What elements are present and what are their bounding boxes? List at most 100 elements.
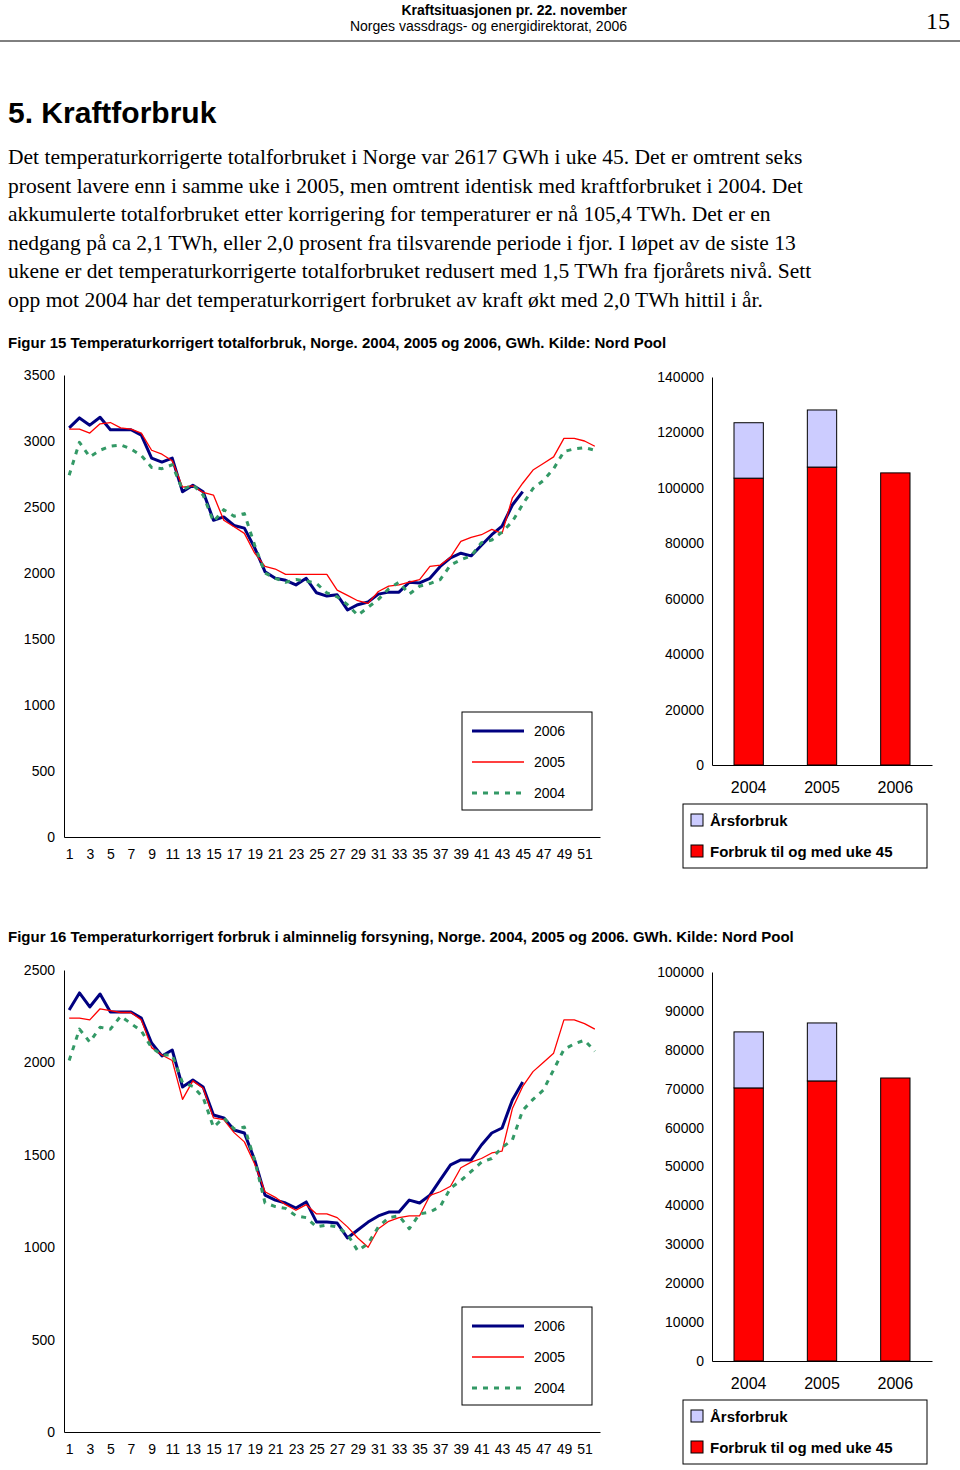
- tick: 3: [86, 1432, 94, 1457]
- tick-label: 90000: [665, 1003, 704, 1019]
- bar: [881, 473, 910, 765]
- tick-label: 0: [696, 757, 704, 773]
- tick-label: 47: [536, 846, 552, 862]
- tick: 90000: [665, 1003, 712, 1019]
- tick: 0: [696, 1353, 712, 1369]
- tick-label: 7: [128, 1441, 136, 1457]
- tick-label: 70000: [665, 1081, 704, 1097]
- tick-label: 31: [371, 846, 387, 862]
- tick-label: 41: [474, 1441, 490, 1457]
- tick: 25: [309, 1432, 325, 1457]
- bar: [734, 1088, 763, 1361]
- tick: 35: [412, 1432, 428, 1457]
- tick: 23: [289, 1432, 305, 1457]
- tick: 20000: [665, 1275, 712, 1291]
- legend-swatch: [472, 792, 524, 795]
- tick: 11: [165, 837, 180, 862]
- plot-area: [69, 993, 595, 1251]
- tick: 39: [454, 837, 470, 862]
- figure-caption: Figur 15 Temperaturkorrigert totalforbru…: [8, 334, 666, 351]
- axis: 05001000150020002500: [24, 962, 65, 1440]
- paragraph-line: opp mot 2004 har det temperaturkorrigert…: [8, 288, 763, 312]
- axis-line: [65, 837, 601, 838]
- tick-label: 2006: [878, 779, 914, 796]
- tick-label: 39: [454, 846, 470, 862]
- figure-caption: Figur 16 Temperaturkorrigert forbruk i a…: [8, 928, 794, 945]
- tick-label: 40000: [665, 646, 704, 662]
- tick-label: 60000: [665, 591, 704, 607]
- plot-area: [734, 1023, 910, 1361]
- tick: 23: [289, 837, 305, 862]
- tick-label: 2000: [24, 565, 55, 581]
- tick-label: 3000: [24, 433, 55, 449]
- tick-label: 21: [268, 846, 284, 862]
- paragraph-line: ukene er det temperaturkorrigerte totalf…: [8, 259, 811, 283]
- tick: 39: [454, 1432, 470, 1457]
- tick: 50000: [665, 1158, 712, 1174]
- tick-label: 37: [433, 1441, 449, 1457]
- tick: 51: [577, 837, 593, 862]
- tick: 17: [227, 1432, 243, 1457]
- line-chart: 0500100015002000250013579111315171921232…: [24, 962, 601, 1457]
- tick-label: 21: [268, 1441, 284, 1457]
- tick-label: 43: [495, 1441, 511, 1457]
- tick: 41: [474, 1432, 490, 1457]
- tick-label: 43: [495, 846, 511, 862]
- bar-chart: 0200004000060000800001000001200001400002…: [657, 369, 932, 868]
- header-title: Kraftsituasjonen pr. 22. november: [401, 2, 627, 18]
- tick-label: 27: [330, 846, 346, 862]
- paragraph-line: prosent lavere enn i samme uke i 2005, m…: [8, 174, 803, 198]
- legend-box: [683, 804, 927, 868]
- tick-label: 20000: [665, 1275, 704, 1291]
- tick-label: 10000: [665, 1314, 704, 1330]
- tick: 29: [350, 837, 366, 862]
- tick-label: 3: [86, 1441, 94, 1457]
- tick-label: 0: [696, 1353, 704, 1369]
- legend-label: 2005: [534, 754, 565, 770]
- tick-label: 140000: [657, 369, 704, 385]
- tick-label: 2004: [731, 779, 767, 796]
- tick-label: 9: [148, 1441, 156, 1457]
- tick-label: 1000: [24, 1239, 55, 1255]
- tick: 31: [371, 837, 387, 862]
- tick: 7: [128, 1432, 136, 1457]
- paragraph-line: nedgang på ca 2,1 TWh, eller 2,0 prosent…: [8, 231, 796, 255]
- tick-label: 1500: [24, 1147, 55, 1163]
- tick: 47: [536, 837, 552, 862]
- legend-label: Årsforbruk: [710, 1408, 788, 1425]
- legend-label: Årsforbruk: [710, 812, 788, 829]
- tick-label: 39: [454, 1441, 470, 1457]
- legend-label: 2005: [534, 1349, 565, 1365]
- tick: 43: [495, 1432, 511, 1457]
- legend-box: [462, 712, 592, 810]
- tick: 2000: [24, 1054, 64, 1070]
- tick: 25: [309, 837, 325, 862]
- legend: ÅrsforbrukForbruk til og med uke 45: [683, 1400, 927, 1464]
- tick-label: 80000: [665, 1042, 704, 1058]
- paragraph-line: akkumulerte totalforbruket etter korrige…: [8, 202, 771, 226]
- header-subtitle: Norges vassdrags- og energidirektorat, 2…: [350, 18, 627, 34]
- tick-label: 45: [515, 1441, 531, 1457]
- tick: 60000: [665, 591, 712, 607]
- series-line: [69, 423, 595, 604]
- series-line: [69, 442, 595, 615]
- axis: 200420052006: [713, 765, 933, 796]
- tick: 47: [536, 1432, 552, 1457]
- tick-label: 47: [536, 1441, 552, 1457]
- tick-label: 23: [289, 1441, 305, 1457]
- legend-label: Forbruk til og med uke 45: [710, 843, 893, 860]
- legend: 200620052004: [462, 712, 592, 810]
- tick-label: 51: [577, 846, 593, 862]
- page-svg: Kraftsituasjonen pr. 22. novemberNorges …: [0, 0, 960, 1470]
- tick-label: 1: [66, 1441, 74, 1457]
- tick-label: 25: [309, 846, 325, 862]
- tick-label: 29: [350, 1441, 366, 1457]
- tick: 37: [433, 837, 449, 862]
- tick: 35: [412, 837, 428, 862]
- tick-label: 29: [350, 846, 366, 862]
- tick-label: 15: [206, 1441, 222, 1457]
- tick: 10000: [665, 1314, 712, 1330]
- tick: 17: [227, 837, 243, 862]
- tick: 21: [268, 837, 284, 862]
- tick-label: 1000: [24, 697, 55, 713]
